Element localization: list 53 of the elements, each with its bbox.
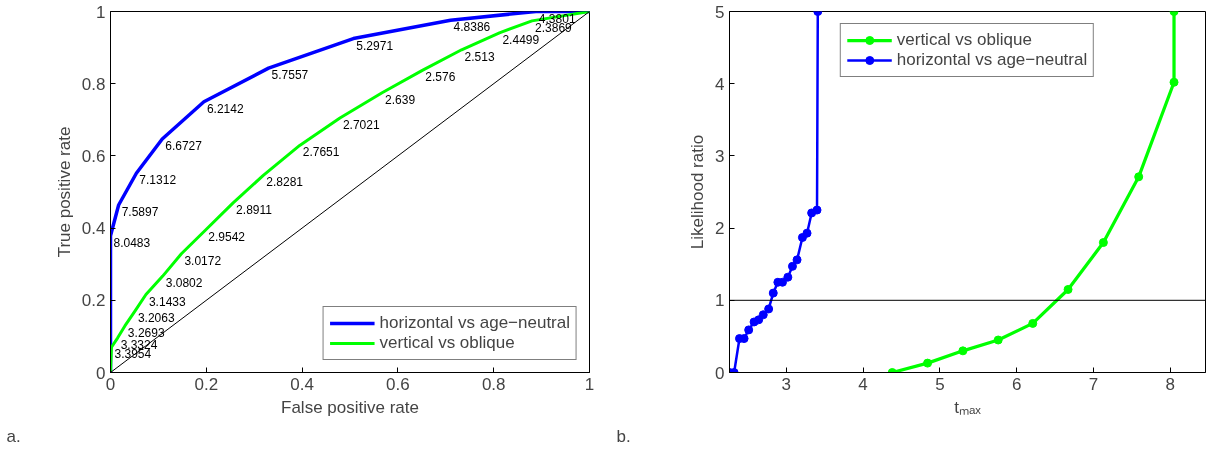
annotation: 7.1312 [139,173,177,188]
y-tick-label: 1 [715,291,725,311]
annotation: 2.639 [385,92,416,107]
legend-label: vertical vs oblique [379,333,515,353]
x-tick-label: 0.8 [481,374,506,394]
x-tick-label: 5 [935,374,945,394]
y-tick-label: 5 [715,2,725,22]
x-tick-label: 3 [781,374,792,394]
legend-label: horizontal vs age−neutral [896,50,1088,70]
annotation: 2.8281 [266,175,304,190]
x-tick-label: 1 [584,374,595,394]
y-tick-label: 0.6 [81,146,106,166]
annotation: 5.2971 [356,38,394,53]
annotation: 3.2063 [137,311,175,326]
annotation: 2.7021 [342,118,380,132]
annotation: 3.0172 [184,253,222,268]
y-tick-label: 0.4 [81,219,106,239]
x-tick-label: 0.2 [194,374,219,394]
annotation: 2.576 [425,70,456,85]
y-tick-label: 4 [715,74,725,94]
legend-label: vertical vs oblique [896,30,1032,50]
annotation: 6.2142 [206,101,244,116]
x-axis-title: False positive rate [281,397,419,417]
y-tick-label: 1 [96,2,106,22]
annotation: 2.513 [464,49,495,64]
y-axis-title: Likelihood ratio [688,134,708,250]
x-tick-label: 8 [1165,374,1175,394]
y-tick-label: 3 [715,146,725,166]
legend-label: horizontal vs age−neutral [379,313,570,333]
annotation: 2.9542 [208,230,246,245]
text: a. [6,426,21,446]
annotation: 2.7651 [302,145,340,160]
y-tick-label: 0.2 [81,291,106,311]
annotation: 7.5897 [121,205,159,219]
annotation: 3.1433 [148,294,186,309]
x-tick-label: 0.4 [290,374,314,394]
y-tick-label: 2 [715,219,725,239]
x-axis-title: tₘₐₓ [954,397,982,417]
annotation: 3.2693 [127,325,165,340]
x-tick-label: 0.6 [386,374,410,394]
annotation: 3.0802 [165,276,203,291]
text: b. [616,426,631,446]
annotation: 6.6727 [165,138,203,153]
annotation: 5.7557 [271,68,309,83]
x-tick-label: 7 [1088,374,1099,394]
y-axis-title: True positive rate [54,126,74,258]
y-tick-label: 0.8 [81,74,106,94]
x-tick-label: 4 [858,374,868,394]
annotation: 4.8386 [453,20,491,35]
x-tick-label: 6 [1011,374,1022,394]
annotation: 2.8911 [236,202,273,217]
annotation: 2.4499 [502,32,540,47]
annotation: 8.0483 [113,235,151,250]
